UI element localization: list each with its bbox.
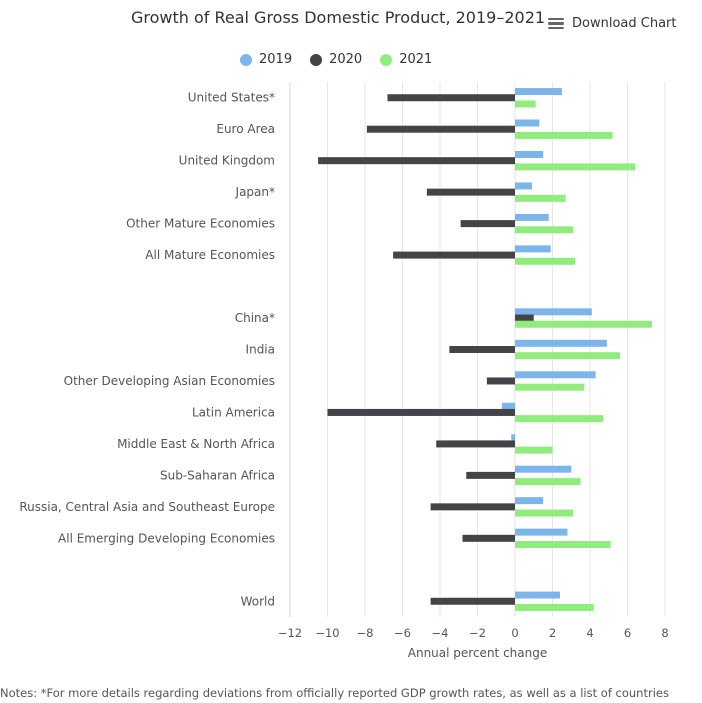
bar-2019 (515, 591, 560, 599)
bar-2020 (460, 220, 515, 228)
legend-swatch-2021 (380, 53, 393, 66)
bar-2021 (515, 163, 635, 171)
chart-title: Growth of Real Gross Domestic Product, 2… (130, 8, 546, 27)
bar-2021 (515, 352, 620, 360)
bar-2020 (318, 157, 515, 165)
bar-2021 (515, 415, 604, 423)
category-label: United Kingdom (179, 154, 275, 168)
x-tick-label: −6 (394, 626, 411, 640)
bar-2020 (462, 534, 515, 542)
bar-2019 (515, 182, 532, 190)
chart-plot-area: United States* Euro Area United Kingdom Jap… (19, 82, 669, 660)
bar-2019 (515, 339, 607, 347)
bar-2021 (515, 541, 611, 549)
bar-2020 (430, 503, 515, 511)
category-label: Other Mature Economies (126, 217, 275, 231)
bar-2021 (515, 509, 574, 517)
category-label: Japan* (235, 185, 275, 199)
bar-2021 (515, 226, 574, 234)
bar-2019 (515, 497, 544, 505)
chart-notes: Notes: *For more details regarding devia… (0, 686, 669, 700)
category-label: Middle East & North Africa (117, 437, 275, 451)
legend-swatch-2019 (240, 53, 252, 66)
x-tick-label: −4 (432, 626, 449, 640)
legend-label-2020: 2020 (329, 52, 363, 67)
legend-item-2021[interactable]: 2021 (380, 52, 432, 67)
x-axis-title: Annual percent change (408, 646, 547, 660)
category-label: All Mature Economies (145, 248, 275, 262)
category-label: Euro Area (216, 122, 275, 136)
x-tick-label: 4 (586, 626, 593, 640)
category-label: India (246, 343, 275, 357)
bar-2019 (515, 88, 562, 96)
bar-2020 (466, 471, 515, 479)
category-label: Latin America (192, 405, 275, 419)
x-tick-label: −12 (278, 626, 302, 640)
hamburger-menu-icon (548, 17, 564, 30)
bar-2019 (515, 213, 549, 221)
x-tick-label: 8 (661, 626, 668, 640)
bar-2019 (515, 528, 568, 536)
bar-2019 (515, 245, 551, 253)
bar-2021 (515, 383, 585, 391)
category-label: United States* (188, 91, 275, 105)
download-chart-label: Download Chart (572, 16, 677, 31)
x-tick-label: 2 (549, 626, 556, 640)
bar-2020 (393, 251, 515, 259)
category-label: World (241, 594, 275, 608)
bar-2019 (515, 308, 592, 316)
bar-2019 (515, 119, 540, 127)
category-label: Other Developing Asian Economies (64, 374, 275, 388)
bar-2021 (515, 100, 536, 108)
legend-label-2021: 2021 (399, 52, 433, 67)
bar-2020 (426, 188, 515, 196)
bar-2020 (327, 408, 515, 416)
x-tick-label: −10 (315, 626, 339, 640)
legend-item-2019[interactable]: 2019 (240, 52, 292, 67)
bar-2021 (515, 131, 613, 139)
x-tick-label: −8 (357, 626, 374, 640)
legend-item-2020[interactable]: 2020 (310, 52, 362, 67)
bar-2020 (515, 314, 534, 322)
bar-2019 (515, 465, 572, 473)
bar-2020 (430, 597, 515, 605)
bar-2020 (486, 377, 515, 385)
bar-2021 (515, 478, 581, 486)
bar-2019 (501, 402, 515, 410)
legend-label-2019: 2019 (259, 52, 293, 67)
category-label: Sub-Saharan Africa (160, 468, 275, 482)
legend-swatch-2020 (310, 53, 323, 66)
bar-2019 (515, 150, 544, 158)
bar-2019 (511, 434, 515, 442)
bar-2019 (515, 371, 596, 379)
download-chart-button[interactable]: Download Chart (548, 16, 676, 31)
category-label: China* (235, 311, 275, 325)
x-tick-label: 0 (511, 626, 518, 640)
bar-2021 (515, 257, 575, 265)
x-tick-label: −2 (469, 626, 486, 640)
bar-2021 (515, 320, 652, 328)
bar-2021 (515, 603, 594, 611)
category-label: All Emerging Developing Economies (58, 531, 275, 545)
chart-legend: 2019 2020 2021 (240, 52, 432, 67)
bar-2021 (515, 194, 566, 202)
bar-2020 (366, 125, 515, 133)
bar-2020 (436, 440, 515, 448)
bar-2020 (449, 346, 515, 353)
x-tick-label: 6 (624, 626, 631, 640)
bar-2020 (387, 94, 515, 102)
category-label: Russia, Central Asia and Southeast Europ… (19, 500, 275, 514)
bar-2021 (515, 446, 553, 454)
